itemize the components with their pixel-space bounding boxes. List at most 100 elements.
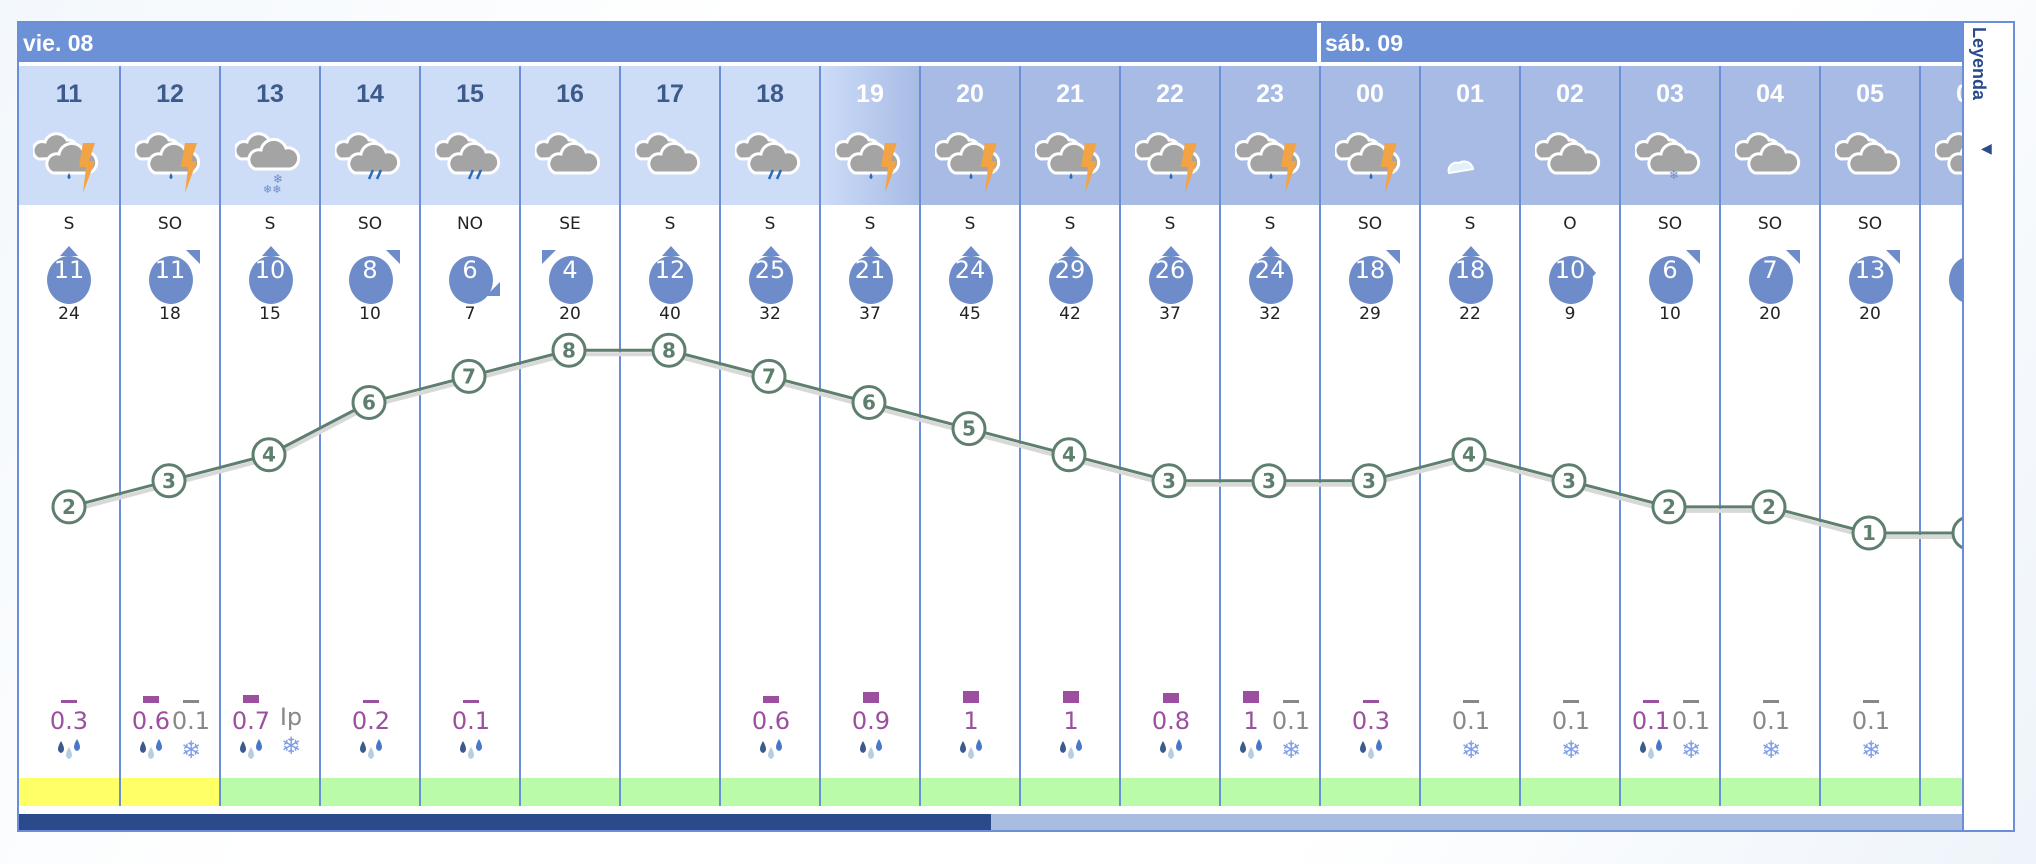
wind-direction: NO — [456, 214, 484, 234]
rain-amount-value: 1 — [963, 707, 979, 735]
rain-amount-bar — [1243, 691, 1259, 703]
hour-label: 18 — [756, 80, 784, 108]
hour-label: 06 — [1921, 80, 1962, 109]
rain-drops-icon — [129, 737, 173, 763]
snow-amount-bar — [1563, 700, 1579, 703]
risk-band-yellow — [121, 778, 219, 806]
rain-amount-bar — [763, 696, 779, 703]
hour-header: 02 — [1521, 66, 1619, 205]
rain-amount-value: 0.9 — [851, 707, 891, 735]
hour-column: 16 SE 4 20 — [519, 66, 619, 806]
hour-header: 03 ❄ — [1621, 66, 1719, 205]
rain-amount-bar — [463, 700, 479, 703]
hour-column: 23 S 24 32 1 0.1 ❄ — [1219, 66, 1319, 806]
wind-gust: 40 — [659, 304, 681, 324]
risk-band-green — [321, 778, 419, 806]
scrollbar-thumb[interactable] — [19, 814, 991, 830]
hour-header: 17 — [621, 66, 719, 205]
snowflake-icon: ❄ — [1760, 736, 1782, 764]
snow-amount-value: 0.1 — [1671, 707, 1711, 735]
storm-weather-icon — [835, 132, 901, 193]
wind-speed: 11 — [53, 256, 85, 284]
hour-header: 00 — [1321, 66, 1419, 205]
risk-band-green — [1521, 778, 1619, 806]
wind-speed: 21 — [854, 256, 886, 284]
rain-drops-icon — [1629, 737, 1673, 763]
hour-header: 13 ❄ ❄❄ — [221, 66, 319, 205]
wind-arrow-icon — [1849, 250, 1900, 304]
hourly-forecast-widget: vie. 08 sáb. 09 11 S 11 24 0.3 12 SO 11 18 0.6 0.1… — [17, 21, 2015, 832]
wind-arrow-icon — [449, 256, 500, 304]
snow-precipitation: 0.1 ❄ — [1669, 691, 1713, 763]
snow-precipitation: 0.1 ❄ — [1269, 691, 1313, 763]
wind-direction: S — [964, 214, 976, 234]
hour-header: 04 — [1721, 66, 1819, 205]
wind-direction: SE — [559, 214, 581, 234]
storm-weather-icon — [1235, 132, 1301, 193]
wind-arrow-icon — [1749, 250, 1800, 304]
rain-amount-bar — [243, 695, 259, 703]
wind-direction: S — [63, 214, 75, 234]
hour-label: 15 — [456, 80, 484, 108]
forecast-grid[interactable]: vie. 08 sáb. 09 11 S 11 24 0.3 12 SO 11 18 0.6 0.1… — [19, 23, 1962, 830]
wind-direction: S — [264, 214, 276, 234]
hour-column: 00 SO 18 29 0.3 — [1319, 66, 1419, 806]
hour-header: 01 — [1421, 66, 1519, 205]
wind-direction: SO — [357, 214, 383, 234]
rain-precipitation: 1 — [1229, 691, 1273, 763]
hour-column: 06 S 1 2 0❄ — [1919, 66, 1962, 806]
day-label: sáb. 09 — [1325, 30, 1403, 56]
rain-weather-icon — [735, 132, 801, 180]
storm-weather-icon — [135, 132, 201, 193]
risk-band-green — [1621, 778, 1719, 806]
rain-precipitation: 1 — [1049, 691, 1093, 763]
snow-precipitation: 0.1 ❄ — [169, 691, 213, 763]
wind-direction: S — [1064, 214, 1076, 234]
risk-band-green — [1021, 778, 1119, 806]
hour-column: 19 S 21 37 0.9 — [819, 66, 919, 806]
wind-speed: 1 — [1921, 256, 1962, 284]
rain-amount-value: 0.8 — [1151, 707, 1191, 735]
hour-column: 21 S 29 42 1 — [1019, 66, 1119, 806]
snowflake-icon: ❄ — [1680, 736, 1702, 764]
wind-arrow-icon — [1049, 246, 1093, 304]
snow-precipitation: Ip ❄ — [269, 691, 313, 759]
rain-drops-icon — [749, 737, 793, 763]
rain-amount-value: 0.3 — [49, 707, 89, 735]
cloudy-weather-icon — [535, 132, 601, 175]
legend-toggle[interactable]: Leyenda ◀ — [1962, 23, 2013, 830]
rain-precipitation: 0.6 — [749, 691, 793, 763]
wind-arrow-icon — [649, 246, 693, 304]
day-header-vie: vie. 08 — [19, 23, 1317, 62]
wind-direction: S — [1464, 214, 1476, 234]
rain-drops-icon — [1229, 737, 1273, 763]
hour-header: 11 — [19, 66, 119, 205]
risk-band-green — [721, 778, 819, 806]
rain-drops-icon — [949, 737, 993, 763]
hour-header: 21 — [1021, 66, 1119, 205]
storm-weather-icon — [1335, 132, 1401, 193]
rain-amount-value: 1 — [1063, 707, 1079, 735]
snow-precipitation: 0.1 ❄ — [1849, 691, 1893, 763]
rain-drops-icon — [449, 737, 493, 763]
rain-precipitation: 0.6 — [129, 691, 173, 763]
hour-label: 02 — [1556, 80, 1584, 108]
risk-band-green — [821, 778, 919, 806]
rain-precipitation: 0.9 — [849, 691, 893, 763]
snow-precipitation: 0.1 ❄ — [1449, 691, 1493, 763]
hour-column: 05 SO 13 20 0.1 ❄ — [1819, 66, 1919, 806]
risk-band-green — [1321, 778, 1419, 806]
wind-direction: SO — [1657, 214, 1683, 234]
risk-band-green — [1921, 778, 1962, 806]
snowflake-icon: ❄ — [1280, 736, 1302, 764]
rain-amount-bar — [963, 691, 979, 703]
hour-label: 04 — [1756, 80, 1784, 108]
snowflake-icon: ❄ — [1860, 736, 1882, 764]
wind-speed: 18 — [1454, 256, 1486, 284]
wind-gust: 37 — [859, 304, 881, 324]
horizontal-scrollbar[interactable] — [19, 814, 1962, 830]
hour-header: 16 — [521, 66, 619, 205]
snow-amount-bar — [1463, 700, 1479, 703]
rain-amount-value: 1 — [1243, 707, 1259, 735]
hour-column: 03 ❄ SO 6 10 0.1 0.1 ❄ — [1619, 66, 1719, 806]
